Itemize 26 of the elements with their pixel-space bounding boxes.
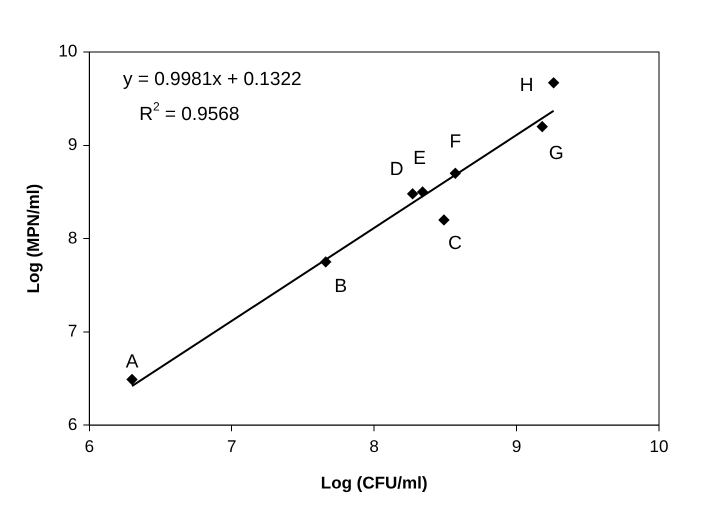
y-tick-label: 8	[68, 228, 78, 248]
x-tick-label: 6	[84, 437, 94, 456]
annotation: B	[334, 276, 348, 298]
annotation: A	[126, 352, 139, 373]
x-tick-label: 7	[227, 437, 236, 456]
annotation: G	[548, 142, 564, 164]
x-tick-label: 10	[650, 437, 668, 456]
annotation: E	[413, 148, 426, 170]
y-axis-title: Log (MPN/ml)	[24, 184, 43, 294]
point	[126, 374, 138, 385]
annotation: H	[520, 75, 534, 96]
annotation: C	[448, 233, 462, 254]
annotation: F	[450, 132, 462, 153]
x-axis-title: Log (CFU/ml)	[320, 473, 428, 492]
y-tick-label: 9	[68, 134, 78, 154]
point	[548, 77, 560, 88]
x-tick-label: 9	[512, 437, 522, 456]
y-tick-label: 6	[68, 414, 78, 434]
point	[438, 214, 450, 226]
point	[407, 188, 418, 200]
point	[536, 121, 548, 132]
x-tick-label: 8	[369, 437, 379, 456]
annotation: D	[390, 159, 404, 180]
y-tick-label: 10	[58, 42, 78, 61]
y-tick-label: 7	[68, 322, 78, 341]
annotation: y = 0.9981x + 0.1322	[123, 69, 302, 90]
